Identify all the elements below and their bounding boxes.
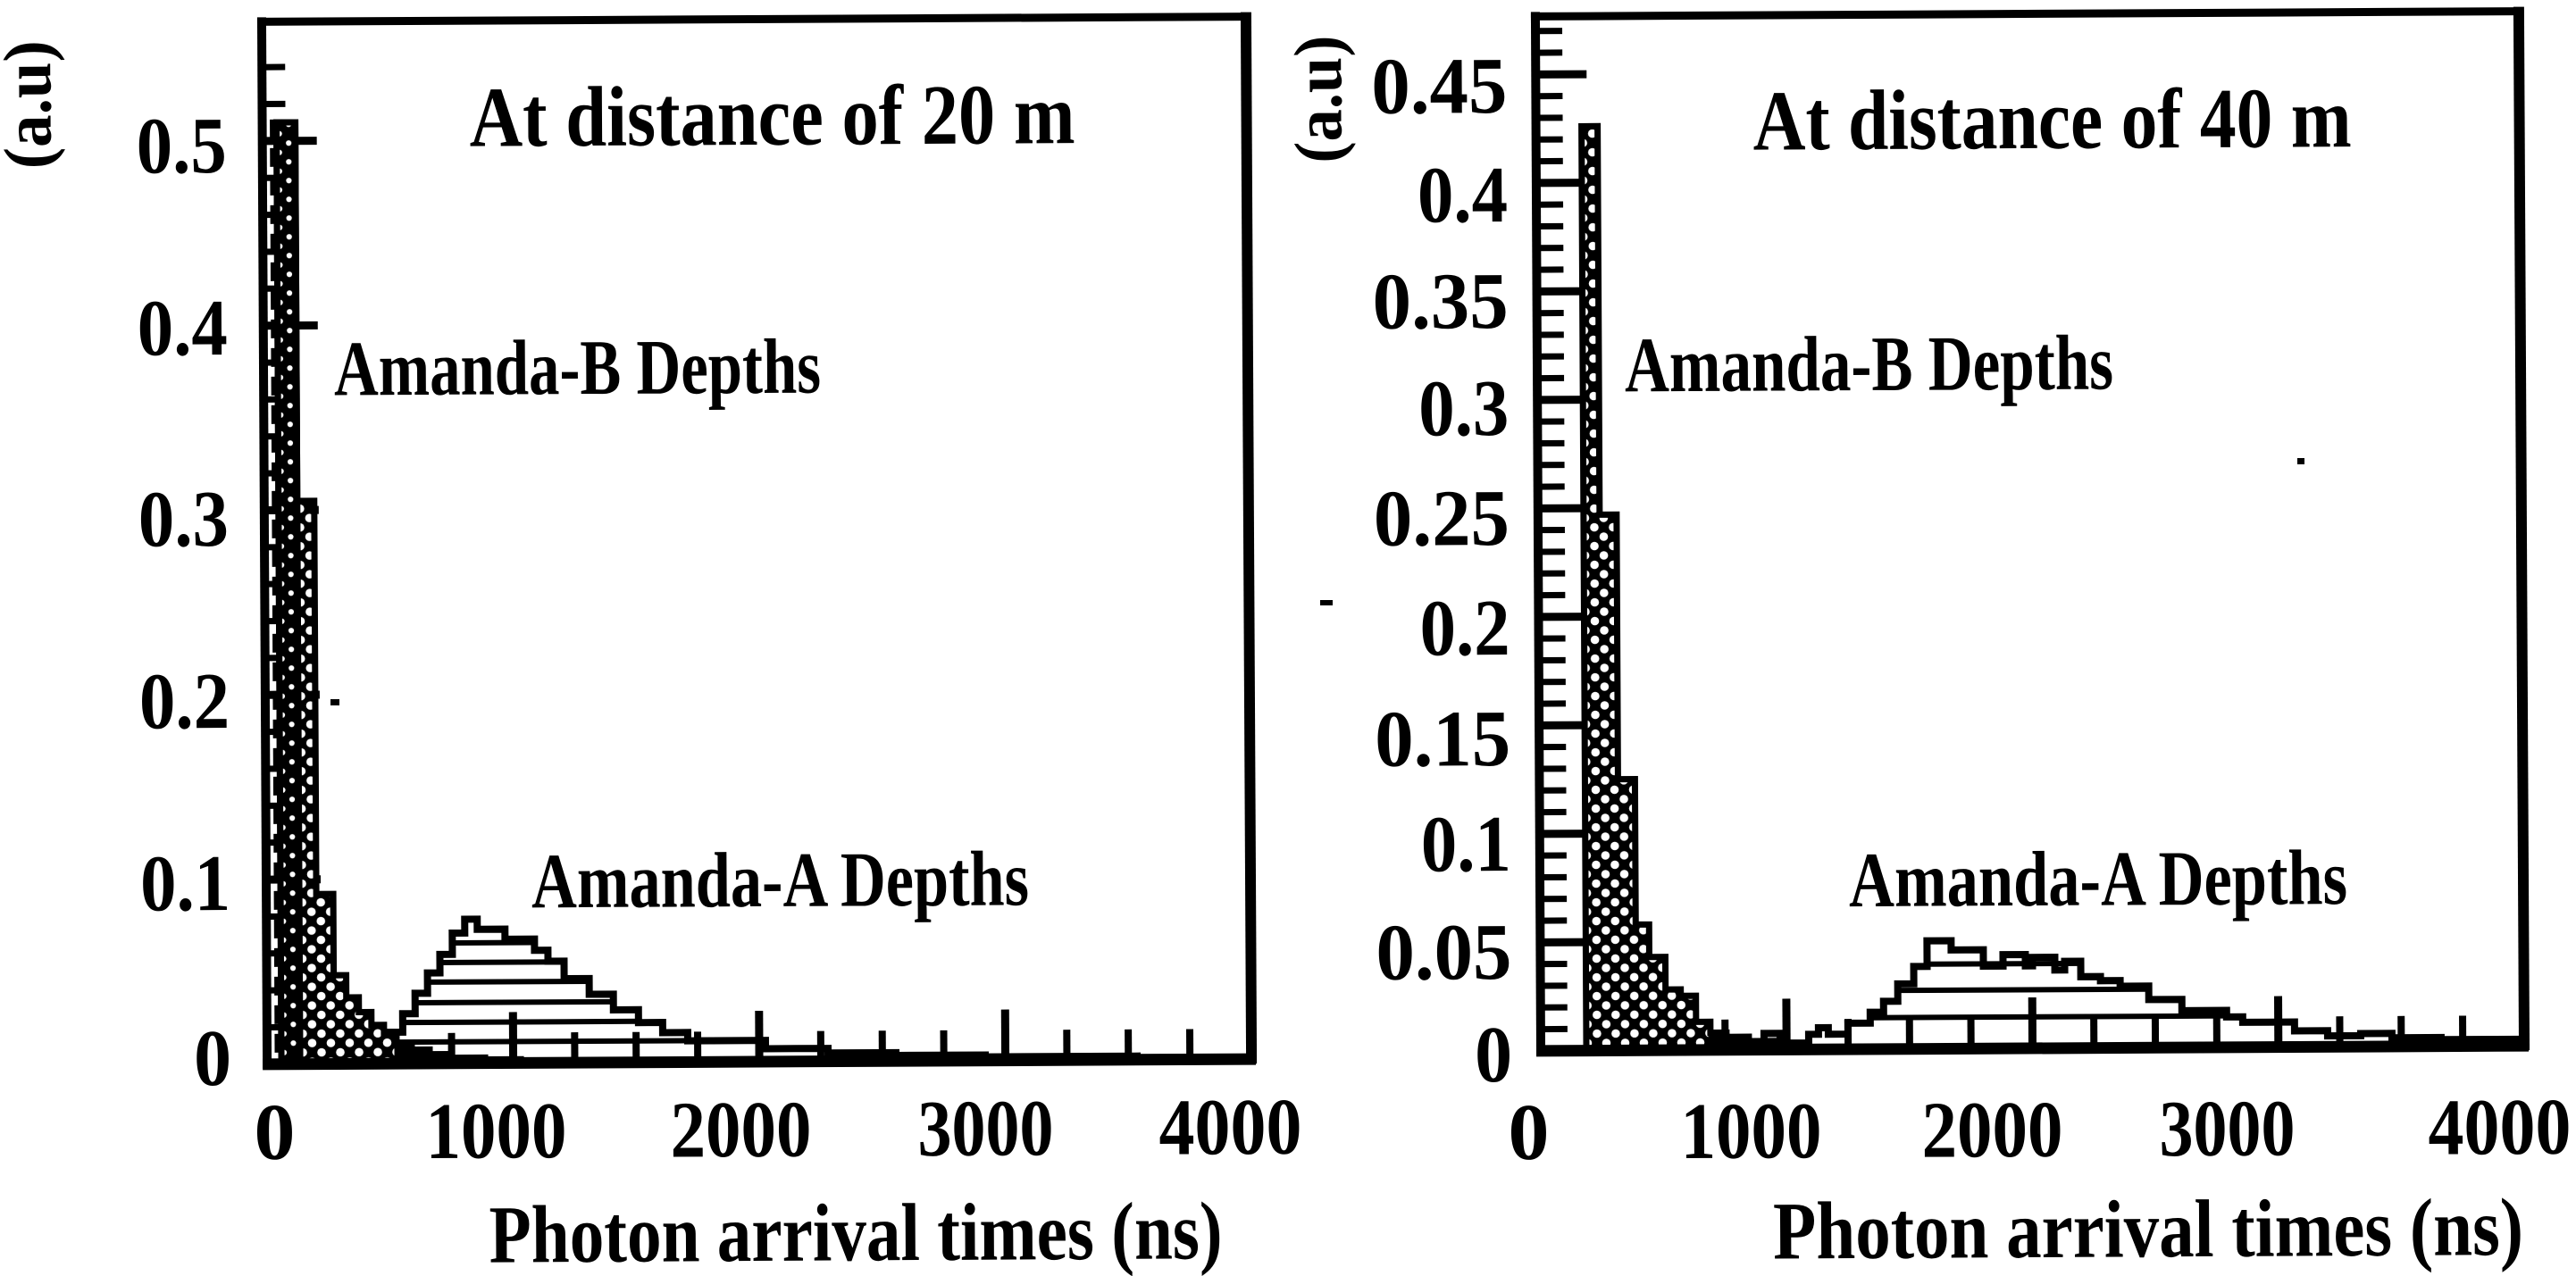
svg-text:0: 0	[1508, 1088, 1550, 1177]
svg-text:Amanda-B Depths: Amanda-B Depths	[334, 324, 822, 413]
svg-text:1000: 1000	[425, 1087, 567, 1176]
svg-text:0.1: 0.1	[140, 839, 231, 929]
svg-text:Photon arrival times (ns): Photon arrival times (ns)	[489, 1185, 1223, 1276]
svg-text:1000: 1000	[1680, 1087, 1822, 1176]
svg-text:Photon arrival times (ns): Photon arrival times (ns)	[1773, 1181, 2524, 1276]
svg-text:0.3: 0.3	[1418, 364, 1510, 454]
svg-text:(a.u): (a.u)	[1281, 35, 1357, 163]
svg-text:0.45: 0.45	[1371, 42, 1508, 131]
svg-text:Amanda-A Depths: Amanda-A Depths	[1849, 835, 2348, 924]
svg-text:(a.u): (a.u)	[0, 40, 66, 169]
svg-text:0.1: 0.1	[1421, 800, 1512, 889]
svg-text:0.5: 0.5	[136, 102, 227, 191]
svg-text:0.15: 0.15	[1375, 695, 1511, 784]
svg-text:3000: 3000	[2159, 1084, 2296, 1173]
svg-text:At distance of 20 m: At distance of 20 m	[469, 66, 1075, 165]
svg-text:3000: 3000	[917, 1084, 1054, 1173]
svg-text:0: 0	[194, 1014, 232, 1103]
svg-text:0.3: 0.3	[138, 475, 230, 564]
svg-text:0: 0	[254, 1088, 296, 1177]
svg-text:0: 0	[1475, 1011, 1513, 1099]
svg-text:0.2: 0.2	[1419, 584, 1510, 673]
svg-text:0.25: 0.25	[1374, 474, 1510, 563]
svg-text:Amanda-B Depths: Amanda-B Depths	[1625, 321, 2114, 410]
svg-text:At distance of 40 m: At distance of 40 m	[1752, 70, 2352, 169]
svg-text:0.05: 0.05	[1376, 908, 1512, 997]
svg-text:2000: 2000	[670, 1086, 812, 1175]
svg-text:0.35: 0.35	[1372, 257, 1509, 346]
svg-text:0.4: 0.4	[1418, 151, 1509, 240]
svg-text:4000: 4000	[1158, 1083, 1302, 1172]
svg-text:0.4: 0.4	[138, 284, 229, 373]
svg-text:2000: 2000	[1921, 1086, 2063, 1175]
svg-text:0.2: 0.2	[139, 657, 230, 746]
svg-text:Amanda-A Depths: Amanda-A Depths	[531, 836, 1030, 925]
svg-text:4000: 4000	[2428, 1083, 2572, 1172]
